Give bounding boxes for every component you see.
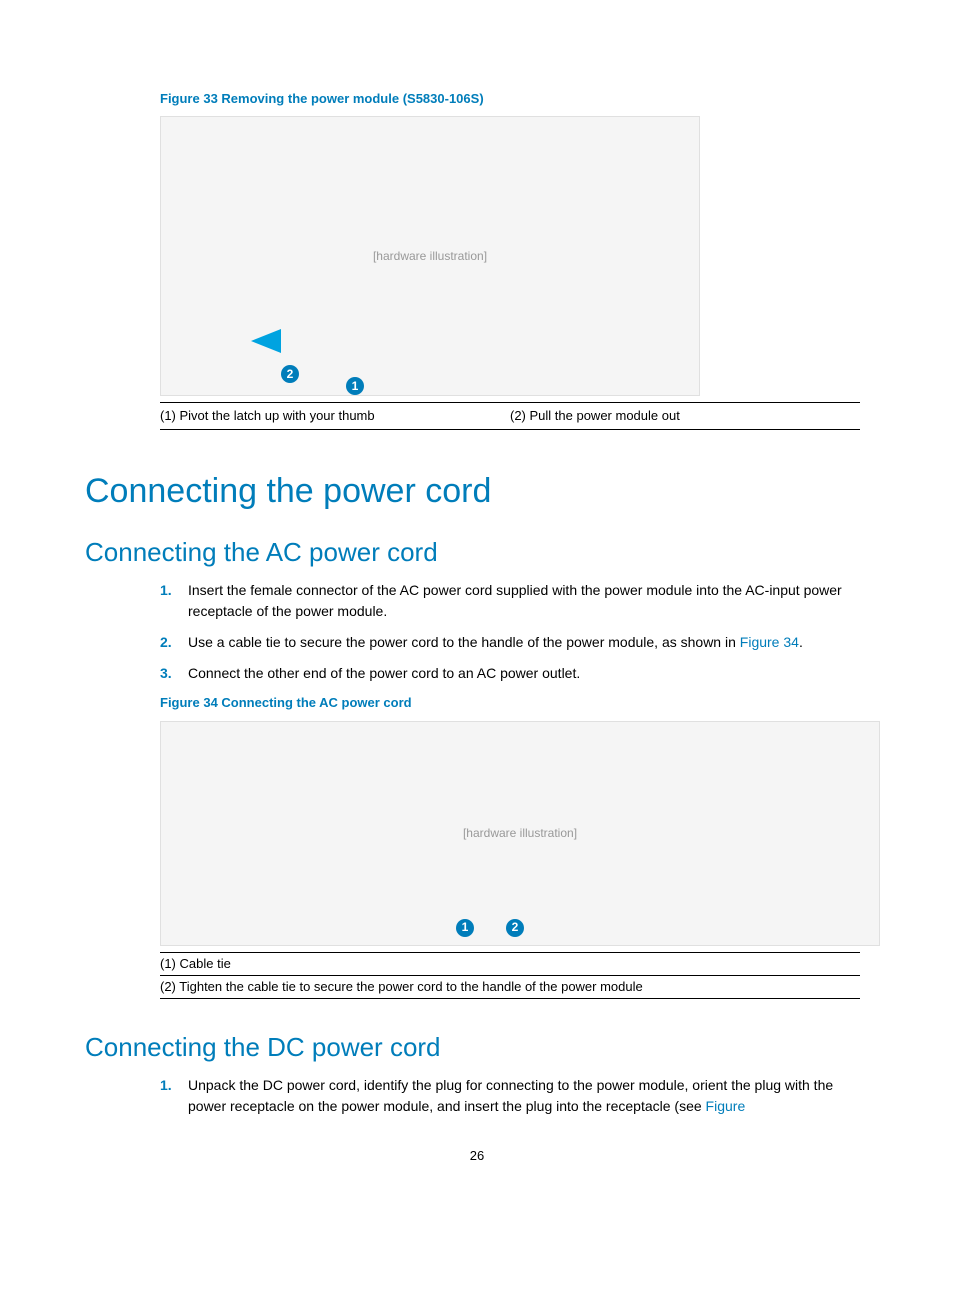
ac-step-3: Connect the other end of the power cord … bbox=[160, 663, 869, 684]
heading-connecting-power-cord: Connecting the power cord bbox=[85, 468, 869, 516]
page-number: 26 bbox=[85, 1147, 869, 1165]
ac-step-2-suffix: . bbox=[799, 634, 803, 650]
figure-34-legend: (1) Cable tie (2) Tighten the cable tie … bbox=[160, 952, 860, 999]
figure-34-caption: Figure 34 Connecting the AC power cord bbox=[160, 694, 869, 712]
callout-badge-1b: 1 bbox=[456, 919, 474, 937]
figure-33-image: [hardware illustration] 2 1 bbox=[160, 116, 700, 396]
figure-34-legend-1: (1) Cable tie bbox=[160, 952, 860, 975]
figure-34-legend-2: (2) Tighten the cable tie to secure the … bbox=[160, 975, 860, 998]
callout-badge-1: 1 bbox=[346, 377, 364, 395]
figure-33-legend: (1) Pivot the latch up with your thumb (… bbox=[160, 402, 860, 430]
callout-badge-2b: 2 bbox=[506, 919, 524, 937]
callout-badge-2: 2 bbox=[281, 365, 299, 383]
ac-steps-list: Insert the female connector of the AC po… bbox=[160, 580, 869, 684]
ac-step-1: Insert the female connector of the AC po… bbox=[160, 580, 869, 622]
ac-step-2-text: Use a cable tie to secure the power cord… bbox=[188, 634, 740, 650]
figure-33-caption: Figure 33 Removing the power module (S58… bbox=[160, 90, 869, 108]
figure-34-wrap: [hardware illustration] 1 2 bbox=[160, 721, 869, 946]
figure-34-link[interactable]: Figure 34 bbox=[740, 634, 799, 650]
figure-33-legend-2: (2) Pull the power module out bbox=[510, 403, 860, 430]
figure-35-link[interactable]: Figure bbox=[706, 1098, 746, 1114]
pull-arrow-icon bbox=[251, 329, 281, 353]
dc-steps-list: Unpack the DC power cord, identify the p… bbox=[160, 1075, 869, 1117]
figure-34-image: [hardware illustration] 1 2 bbox=[160, 721, 880, 946]
heading-connecting-dc: Connecting the DC power cord bbox=[85, 1029, 869, 1065]
dc-step-1: Unpack the DC power cord, identify the p… bbox=[160, 1075, 869, 1117]
heading-connecting-ac: Connecting the AC power cord bbox=[85, 534, 869, 570]
figure-33-legend-1: (1) Pivot the latch up with your thumb bbox=[160, 403, 510, 430]
ac-step-2: Use a cable tie to secure the power cord… bbox=[160, 632, 869, 653]
figure-33-placeholder-label: [hardware illustration] bbox=[373, 248, 487, 265]
figure-33-wrap: [hardware illustration] 2 1 bbox=[160, 116, 869, 396]
figure-34-placeholder-label: [hardware illustration] bbox=[463, 825, 577, 842]
